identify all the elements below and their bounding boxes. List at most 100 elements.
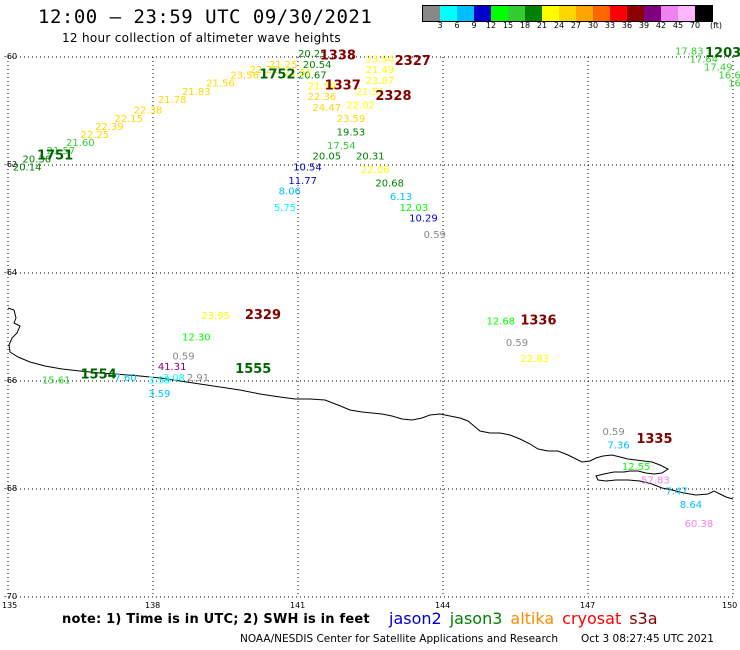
wave-height-value: 17.64	[690, 54, 719, 65]
wave-height-value: 20.25	[298, 49, 327, 60]
pass-time-label: 1335	[636, 432, 672, 447]
scale-tick-label: 70	[689, 21, 701, 30]
wave-height-value: 21.57	[47, 146, 76, 157]
scale-tick-label: 24	[553, 21, 565, 30]
scale-tick-label: 39	[638, 21, 650, 30]
scale-tick-label: 42	[655, 21, 667, 30]
wave-height-value: 20.54	[303, 60, 332, 71]
wave-height-value: 20.31	[356, 152, 385, 163]
wave-height-value: 7.47	[665, 486, 687, 497]
wave-height-value: 22.22	[250, 65, 279, 76]
wave-height-value: 0.59	[172, 351, 194, 362]
scale-tick-label: 27	[570, 21, 582, 30]
wave-height-value: 12.55	[622, 462, 651, 473]
latitude-tick-label: -64	[4, 268, 18, 277]
scale-swatch	[559, 6, 576, 21]
antarctic-coastline	[7, 307, 734, 500]
wave-height-value: 0.59	[603, 427, 625, 438]
scale-swatch	[542, 6, 559, 21]
scale-tick-label: 9	[471, 21, 477, 30]
credit-line: NOAA/NESDIS Center for Satellite Applica…	[240, 633, 558, 645]
wave-height-value: 10.29	[409, 214, 438, 225]
wave-height-value: 11.77	[288, 176, 317, 187]
wave-height-value: 10.54	[293, 162, 322, 173]
scale-swatch	[457, 6, 474, 21]
longitude-tick-label: 135	[2, 601, 18, 610]
wave-height-value: 22.39	[95, 122, 124, 133]
scale-tick-label: 45	[672, 21, 684, 30]
map-title: 12:00 – 23:59 UTC 09/30/2021	[38, 6, 373, 28]
pass-time-label: 1203	[705, 46, 740, 61]
satellite-legend: jason2 jason3 altika cryosat s3a	[389, 609, 666, 628]
scale-swatch	[661, 6, 678, 21]
latitude-tick-label: -68	[4, 484, 18, 493]
longitude-tick-label: 150	[722, 601, 738, 610]
scale-unit-label: (ft)	[709, 21, 723, 30]
longitude-tick-label: 141	[290, 601, 306, 610]
latitude-tick-label: -60	[4, 52, 18, 61]
credit-date: Oct 3 08:27:45 UTC 2021	[581, 633, 714, 645]
graticule-grid	[7, 56, 734, 598]
wave-height-value: 3.59	[148, 376, 170, 387]
latitude-tick-label: -62	[4, 160, 18, 169]
wave-height-value: 23.54	[366, 54, 395, 65]
scale-swatch	[593, 6, 610, 21]
wave-height-value: 17.49	[704, 63, 733, 74]
wave-height-value: 20.14	[13, 162, 42, 173]
scale-swatch	[627, 6, 644, 21]
wave-height-labels: 20.2520.5420.6721.5121.2522.2223.5621.56…	[13, 46, 740, 530]
scale-tick-label: 21	[536, 21, 548, 30]
scale-swatch	[525, 6, 542, 21]
scale-tick-label: 30	[587, 21, 599, 30]
wave-height-value: 2.91	[187, 373, 209, 384]
pass-time-label: 1751	[37, 149, 73, 164]
pass-time-label: 2329	[245, 308, 281, 323]
wave-height-value: 17.83	[675, 46, 704, 57]
wave-height-value: 21.56	[206, 79, 235, 90]
wave-height-value: 20.05	[313, 152, 342, 163]
longitude-tick-label: 138	[145, 601, 161, 610]
pass-time-label: 2328	[375, 89, 411, 104]
scale-swatch	[440, 6, 457, 21]
scale-tick-label: 12	[485, 21, 497, 30]
scale-tick-label: 6	[454, 21, 460, 30]
wave-height-value: 7.60	[114, 373, 136, 384]
wave-height-value: 23.56	[230, 71, 259, 82]
wave-height-value: 8.06	[279, 187, 301, 198]
wave-height-value: 24.47	[313, 103, 342, 114]
footer-note: note: 1) Time is in UTC; 2) SWH is in fe…	[62, 612, 370, 627]
scale-tick-label: 18	[519, 21, 531, 30]
scale-swatch	[474, 6, 491, 21]
pass-time-label: 1336	[520, 313, 556, 328]
wave-height-value: 16	[728, 79, 740, 90]
wave-height-value: 22.38	[134, 106, 163, 117]
wave-height-value: 21.83	[182, 87, 211, 98]
latitude-tick-label: -66	[4, 376, 18, 385]
wave-height-value: 8.64	[680, 500, 702, 511]
wave-height-value: 60.38	[685, 519, 714, 530]
wave-height-value: 12.68	[487, 316, 516, 327]
wave-height-value: 5.75	[274, 203, 296, 214]
wave-height-value: 20.36	[23, 154, 52, 165]
scale-swatch	[508, 6, 525, 21]
wave-height-value: 7.36	[607, 441, 629, 452]
wave-height-value: 23.87	[366, 76, 395, 87]
wave-height-value: 19.53	[337, 127, 366, 138]
scale-tick-label: 3	[437, 21, 443, 30]
latitude-tick-label: -70	[4, 592, 18, 601]
scale-tick-label: 15	[502, 21, 514, 30]
longitude-tick-label: 144	[435, 601, 451, 610]
wave-height-value: 15.61	[42, 376, 71, 387]
wave-height-value: 23.59	[337, 114, 366, 125]
wave-height-value: 12.30	[182, 333, 211, 344]
scale-swatch	[610, 6, 627, 21]
pass-time-label: 1554	[81, 367, 117, 382]
pass-time-label: 1752	[259, 68, 295, 83]
wave-height-value: 23.95	[201, 311, 230, 322]
wave-height-value: 22.25	[81, 130, 110, 141]
scale-tick-label: 36	[621, 21, 633, 30]
pass-time-label: 1338	[320, 49, 356, 64]
wave-height-value: 6.13	[390, 192, 412, 203]
scale-swatch	[644, 6, 661, 21]
